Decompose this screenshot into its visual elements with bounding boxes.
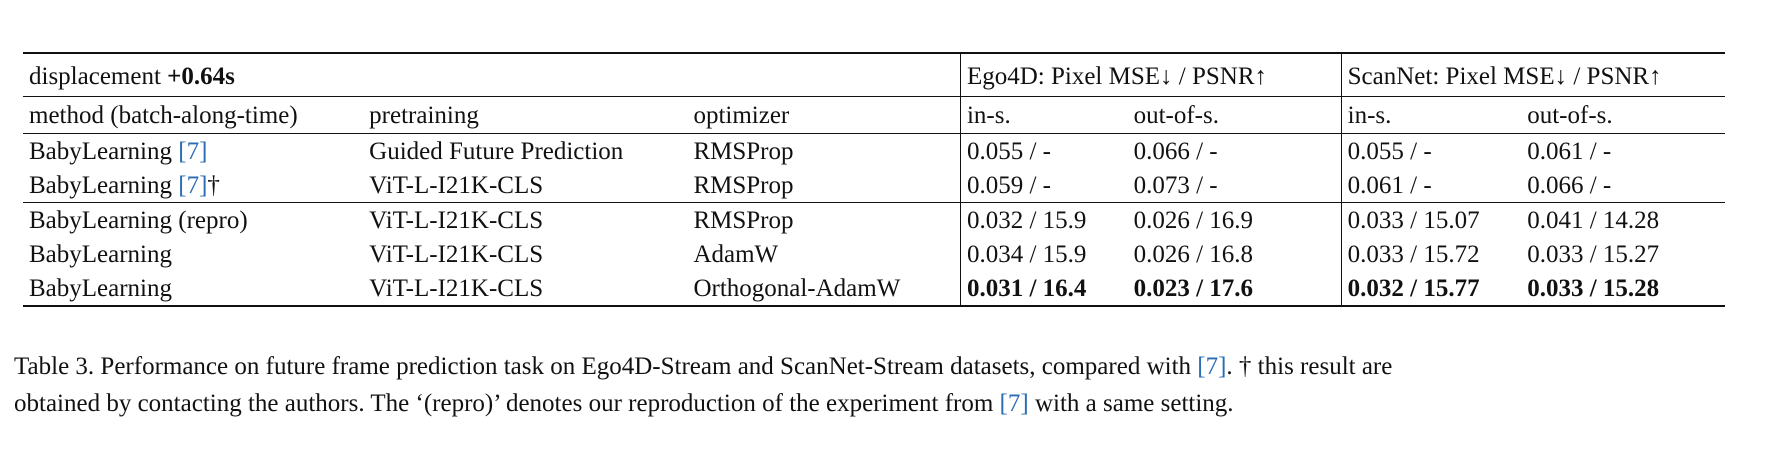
citation-link[interactable]: [7] [178, 137, 208, 165]
scannet-in-s-cell: 0.032 / 15.77 [1340, 271, 1522, 307]
caption-text: with a same setting. [1028, 390, 1234, 417]
ego4d-in-s-cell: 0.031 / 16.4 [959, 271, 1128, 307]
ego4d-out-of-s-cell: 0.023 / 17.6 [1127, 271, 1342, 307]
scannet-out-of-s-cell: 0.061 / - [1521, 133, 1725, 168]
pretraining-cell: Guided Future Prediction [363, 133, 688, 168]
table-header-row: displacement +0.64s Ego4D: Pixel MSE↓ / … [23, 52, 1725, 97]
scannet-out-of-s-cell: 0.041 / 14.28 [1521, 202, 1725, 237]
scannet-group-header: ScanNet: Pixel MSE↓ / PSNR↑ [1340, 52, 1725, 97]
method-name: BabyLearning [29, 171, 173, 199]
caption-text: Table 3. Performance on future frame pre… [14, 353, 1198, 380]
caption-line-1: Table 3. Performance on future frame pre… [14, 348, 1754, 385]
scannet-out-of-s-cell: 0.066 / - [1527, 171, 1612, 199]
method-cell: BabyLearning [29, 240, 173, 268]
table-subheader-row: method (batch-along-time) pretraining op… [23, 96, 1725, 134]
ego4d-in-s-cell: 0.055 / - [959, 133, 1128, 168]
method-cell: BabyLearning [7]† [23, 168, 363, 203]
method-suffix: † [207, 171, 220, 199]
ego4d-in-s-cell: 0.034 / 15.9 [959, 237, 1128, 271]
ego4d-out-of-s-cell: 0.026 / 16.8 [1133, 240, 1254, 268]
citation-link[interactable]: [7] [1197, 353, 1227, 380]
scannet-in-s-column-header: in-s. [1340, 96, 1522, 134]
scannet-in-s-cell: 0.061 / - [1340, 168, 1522, 203]
method-column-header: method (batch-along-time) [23, 96, 364, 134]
ego4d-in-s-cell: 0.059 / - [959, 168, 1128, 203]
scannet-out-of-s-cell: 0.033 / 15.27 [1527, 240, 1660, 268]
caption-line-2: obtained by contacting the authors. The … [14, 385, 1754, 422]
method-cell: BabyLearning (repro) [23, 202, 364, 237]
citation-link[interactable]: [7] [999, 390, 1029, 417]
ego4d-out-of-s-cell: 0.026 / 16.9 [1127, 202, 1342, 237]
pretraining-cell: ViT-L-I21K-CLS [369, 171, 544, 199]
optimizer-cell: AdamW [693, 240, 779, 268]
citation-link[interactable]: [7] [178, 171, 208, 199]
displacement-header: displacement +0.64s [23, 52, 961, 97]
table-row: BabyLearning ViT-L-I21K-CLS AdamW 0.034 … [23, 237, 1725, 271]
scannet-in-s-cell: 0.033 / 15.72 [1340, 237, 1522, 271]
scannet-in-s-cell: 0.055 / - [1340, 133, 1522, 168]
optimizer-cell: RMSProp [693, 171, 794, 199]
pretraining-cell: ViT-L-I21K-CLS [363, 202, 688, 237]
scannet-in-s-cell: 0.033 / 15.07 [1340, 202, 1522, 237]
displacement-value: +0.64s [167, 62, 235, 90]
ego4d-in-s-column-header: in-s. [959, 96, 1128, 134]
optimizer-column-header: optimizer [687, 96, 961, 134]
table-row: BabyLearning [7] Guided Future Predictio… [23, 133, 1725, 168]
caption-text: obtained by contacting the authors. The … [14, 390, 1000, 417]
method-name: BabyLearning [29, 137, 173, 165]
pretraining-cell: ViT-L-I21K-CLS [363, 271, 688, 307]
results-table: displacement +0.64s Ego4D: Pixel MSE↓ / … [23, 52, 1725, 307]
table-caption: Table 3. Performance on future frame pre… [14, 348, 1754, 422]
ego4d-in-s-cell: 0.032 / 15.9 [959, 202, 1128, 237]
ego4d-out-of-s-column-header: out-of-s. [1127, 96, 1342, 134]
scannet-out-of-s-cell: 0.033 / 15.28 [1521, 271, 1725, 307]
optimizer-cell: RMSProp [687, 202, 961, 237]
ego4d-out-of-s-cell: 0.066 / - [1127, 133, 1342, 168]
table-row: BabyLearning ViT-L-I21K-CLS Orthogonal-A… [23, 271, 1725, 307]
method-cell: BabyLearning [23, 271, 364, 307]
ego4d-group-header: Ego4D: Pixel MSE↓ / PSNR↑ [959, 52, 1342, 97]
table-row: BabyLearning (repro) ViT-L-I21K-CLS RMSP… [23, 202, 1725, 237]
table-row: BabyLearning [7]† ViT-L-I21K-CLS RMSProp… [23, 168, 1725, 203]
pretraining-cell: ViT-L-I21K-CLS [369, 240, 544, 268]
displacement-label: displacement [29, 62, 161, 90]
optimizer-cell: Orthogonal-AdamW [687, 271, 961, 307]
scannet-out-of-s-column-header: out-of-s. [1521, 96, 1725, 134]
pretraining-column-header: pretraining [363, 96, 688, 134]
optimizer-cell: RMSProp [687, 133, 961, 168]
method-cell: BabyLearning [7] [23, 133, 364, 168]
caption-text: . † this result are [1226, 353, 1393, 380]
ego4d-out-of-s-cell: 0.073 / - [1133, 171, 1218, 199]
